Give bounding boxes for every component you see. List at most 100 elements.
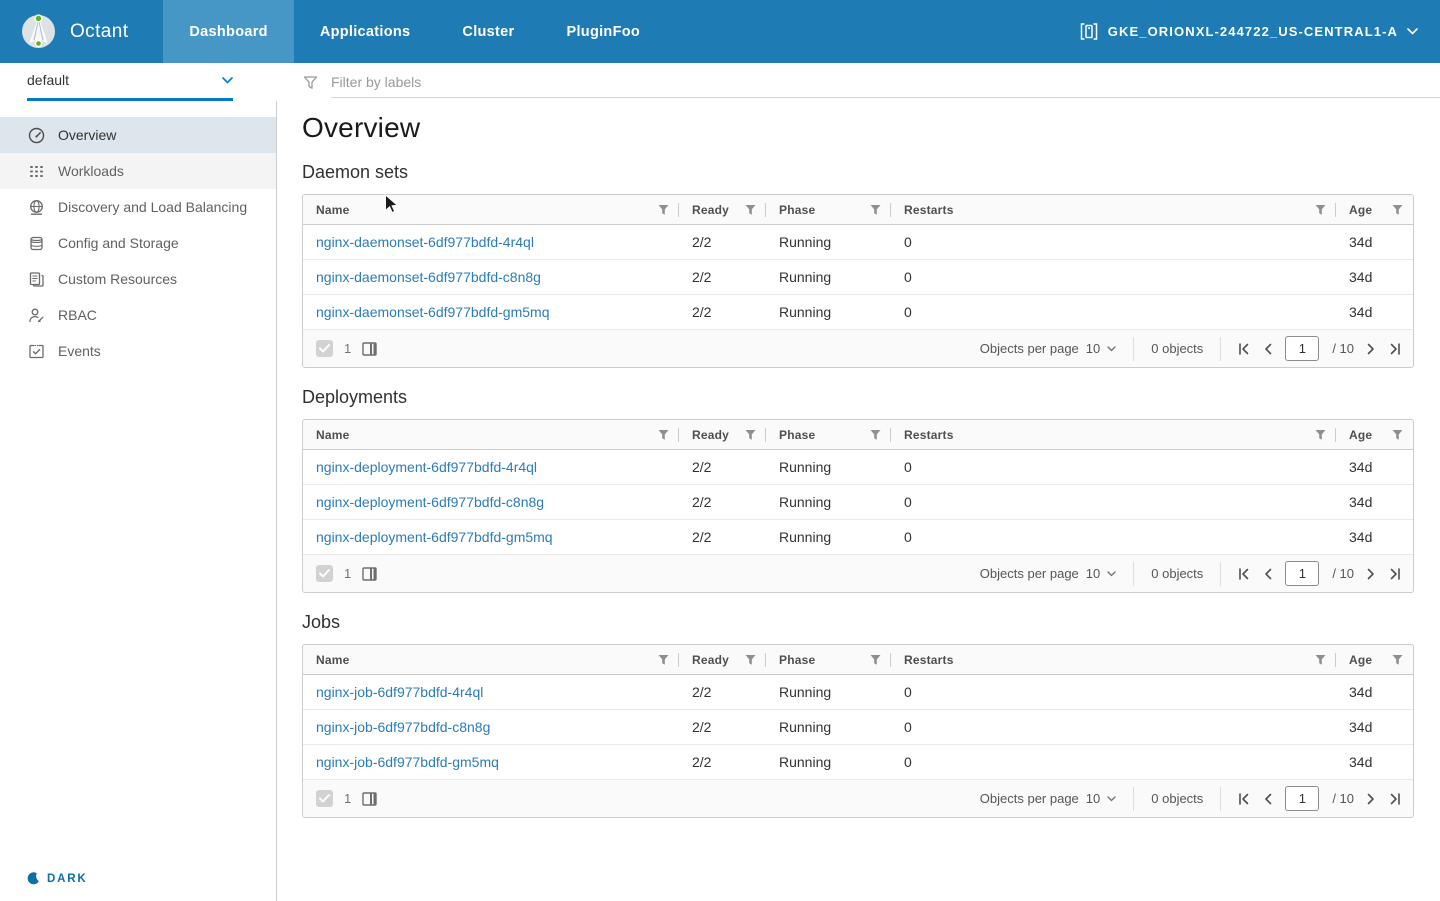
filter-funnel-icon[interactable]: [658, 204, 669, 216]
divider: [1220, 561, 1222, 586]
table-row: nginx-job-6df977bdfd-c8n8g 2/2 Running 0…: [303, 710, 1413, 745]
dark-theme-toggle[interactable]: DARK: [27, 872, 87, 885]
resource-link[interactable]: nginx-deployment-6df977bdfd-gm5mq: [316, 529, 553, 545]
daemon-sets-table: Name Ready Phase Restarts Age nginx-daem…: [302, 194, 1414, 368]
column-settings-icon[interactable]: [362, 341, 377, 356]
sidebar-item-custom-resources[interactable]: Custom Resources: [0, 261, 276, 297]
ready-cell: 2/2: [692, 304, 712, 320]
sidebar-item-rbac[interactable]: RBAC: [0, 297, 276, 333]
phase-cell: Running: [779, 529, 832, 545]
cluster-context-label: GKE_ORIONXL-244722_US-CENTRAL1-A: [1107, 24, 1398, 39]
first-page-button[interactable]: [1238, 567, 1251, 580]
last-page-button[interactable]: [1388, 567, 1401, 580]
table-footer: 1 Objects per page 10 0 objects: [303, 780, 1413, 817]
file-group-icon: [27, 270, 45, 288]
app-title: Octant: [70, 20, 129, 42]
sidebar-item-label: Custom Resources: [58, 271, 178, 287]
restarts-cell: 0: [904, 719, 912, 735]
chevron-down-icon: [222, 77, 233, 84]
tab-cluster[interactable]: Cluster: [462, 23, 515, 40]
filter-funnel-icon[interactable]: [1315, 429, 1326, 441]
current-page-input[interactable]: [1285, 786, 1320, 811]
resource-link[interactable]: nginx-job-6df977bdfd-4r4ql: [316, 684, 484, 700]
sidebar-item-config-and-storage[interactable]: Config and Storage: [0, 225, 276, 261]
column-header-name: Name: [316, 652, 350, 667]
filter-funnel-icon[interactable]: [870, 204, 881, 216]
sidebar-item-label: Events: [58, 343, 101, 359]
filter-funnel-icon[interactable]: [870, 429, 881, 441]
table-header: Name Ready Phase Restarts Age: [303, 420, 1413, 450]
select-all-checkbox[interactable]: [316, 340, 333, 357]
restarts-cell: 0: [904, 494, 912, 510]
previous-page-button[interactable]: [1264, 343, 1272, 355]
column-header-phase: Phase: [779, 202, 816, 217]
filter-funnel-icon[interactable]: [1315, 654, 1326, 666]
table-header: Name Ready Phase Restarts Age: [303, 645, 1413, 675]
objects-per-page-select[interactable]: Objects per page 10: [980, 341, 1116, 356]
current-page-input[interactable]: [1285, 561, 1320, 586]
first-page-button[interactable]: [1238, 342, 1251, 355]
last-page-button[interactable]: [1388, 342, 1401, 355]
table-row: nginx-deployment-6df977bdfd-4r4ql 2/2 Ru…: [303, 450, 1413, 485]
tab-dashboard[interactable]: Dashboard: [163, 0, 294, 63]
column-settings-icon[interactable]: [362, 791, 377, 806]
column-settings-icon[interactable]: [362, 566, 377, 581]
restarts-cell: 0: [904, 754, 912, 770]
filter-funnel-icon[interactable]: [745, 654, 756, 666]
phase-cell: Running: [779, 754, 832, 770]
main-nav: Dashboard Applications Cluster PluginFoo: [163, 0, 666, 63]
ready-cell: 2/2: [692, 494, 712, 510]
resource-link[interactable]: nginx-job-6df977bdfd-gm5mq: [316, 754, 499, 770]
selected-count: 1: [344, 566, 352, 581]
select-all-checkbox[interactable]: [316, 790, 333, 807]
filter-funnel-icon[interactable]: [745, 204, 756, 216]
objects-per-page-label: Objects per page: [979, 566, 1079, 581]
column-header-phase: Phase: [779, 652, 816, 667]
ready-cell: 2/2: [692, 529, 712, 545]
bracketed-node-icon: [1080, 23, 1098, 40]
filter-funnel-icon[interactable]: [1392, 204, 1403, 216]
sidebar-item-workloads[interactable]: Workloads: [0, 153, 276, 189]
next-page-button[interactable]: [1367, 793, 1375, 805]
previous-page-button[interactable]: [1264, 793, 1272, 805]
resource-link[interactable]: nginx-daemonset-6df977bdfd-gm5mq: [316, 304, 550, 320]
filter-funnel-icon[interactable]: [745, 429, 756, 441]
sidebar-item-discovery-and-load-balancing[interactable]: Discovery and Load Balancing: [0, 189, 276, 225]
resource-link[interactable]: nginx-job-6df977bdfd-c8n8g: [316, 719, 491, 735]
table-header: Name Ready Phase Restarts Age: [303, 195, 1413, 225]
filter-funnel-icon[interactable]: [658, 429, 669, 441]
namespace-select[interactable]: default: [27, 63, 233, 101]
ready-cell: 2/2: [692, 754, 712, 770]
table-row: nginx-daemonset-6df977bdfd-4r4ql 2/2 Run…: [303, 225, 1413, 260]
filter-funnel-icon[interactable]: [658, 654, 669, 666]
filter-funnel-icon[interactable]: [1392, 654, 1403, 666]
resource-link[interactable]: nginx-daemonset-6df977bdfd-4r4ql: [316, 234, 534, 250]
phase-cell: Running: [779, 684, 832, 700]
sidebar-item-overview[interactable]: Overview: [0, 117, 276, 153]
filter-funnel-icon[interactable]: [870, 654, 881, 666]
resource-link[interactable]: nginx-deployment-6df977bdfd-c8n8g: [316, 494, 545, 510]
select-all-checkbox[interactable]: [316, 565, 333, 582]
section-heading-daemon-sets: Daemon sets: [302, 162, 409, 182]
previous-page-button[interactable]: [1264, 568, 1272, 580]
tab-pluginfoo[interactable]: PluginFoo: [566, 23, 641, 40]
resource-link[interactable]: nginx-deployment-6df977bdfd-4r4ql: [316, 459, 538, 475]
phase-cell: Running: [779, 459, 832, 475]
network-globe-icon: [27, 198, 45, 216]
sidebar-item-events[interactable]: Events: [0, 333, 276, 369]
column-header-restarts: Restarts: [904, 427, 954, 442]
resource-link[interactable]: nginx-daemonset-6df977bdfd-c8n8g: [316, 269, 541, 285]
filter-funnel-icon[interactable]: [1315, 204, 1326, 216]
objects-per-page-select[interactable]: Objects per page 10: [980, 566, 1116, 581]
first-page-button[interactable]: [1238, 792, 1251, 805]
filter-funnel-icon[interactable]: [1392, 429, 1403, 441]
tab-applications[interactable]: Applications: [319, 23, 411, 40]
last-page-button[interactable]: [1388, 792, 1401, 805]
age-cell: 34d: [1349, 529, 1373, 545]
next-page-button[interactable]: [1367, 568, 1375, 580]
filter-by-labels-input[interactable]: [331, 74, 1440, 98]
cluster-context-selector[interactable]: GKE_ORIONXL-244722_US-CENTRAL1-A: [1079, 0, 1440, 63]
current-page-input[interactable]: [1285, 336, 1320, 361]
next-page-button[interactable]: [1367, 343, 1375, 355]
objects-per-page-select[interactable]: Objects per page 10: [980, 791, 1116, 806]
